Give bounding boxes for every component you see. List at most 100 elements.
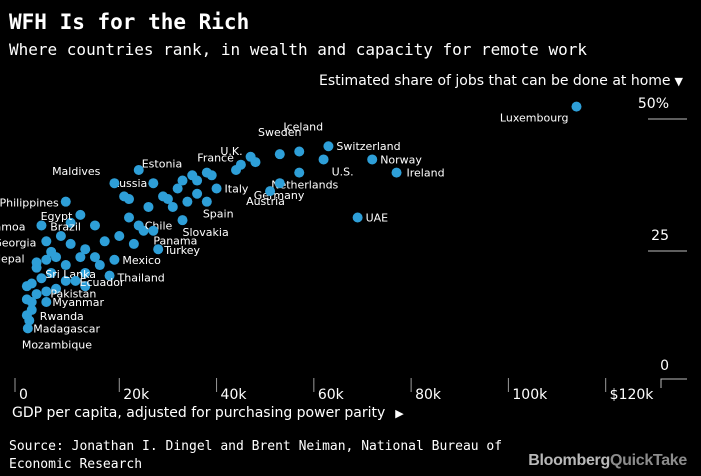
x-axis-label: GDP per capita, adjusted for purchasing … [12, 405, 404, 421]
point-label: Iceland [283, 121, 323, 134]
point-label: Sri Lanka [45, 268, 96, 281]
point-label: UAE [366, 212, 389, 225]
y-axis-label-text: Estimated share of jobs that can be done… [319, 73, 671, 89]
point-label: Austria [246, 195, 285, 208]
point-label: U.K. [220, 145, 242, 158]
data-point-germany [274, 178, 285, 189]
data-point-turkey [153, 244, 164, 255]
data-point-france [235, 159, 246, 170]
data-point-georgia [41, 236, 52, 247]
data-point-estonia [187, 170, 198, 181]
point-label: Slovakia [183, 226, 229, 239]
y-axis-zero-line [660, 378, 687, 388]
data-point-mozambique [22, 323, 33, 334]
data-point-sri-lanka [80, 267, 91, 278]
point-label: Georgia [0, 236, 36, 249]
data-point [133, 165, 144, 175]
point-label: Egypt [41, 210, 73, 223]
point-label: Turkey [163, 244, 200, 257]
data-point-mexico [109, 254, 120, 265]
data-point-brazil [89, 220, 100, 231]
point-label: Estonia [142, 157, 183, 170]
point-label: Spain [203, 208, 234, 221]
data-point-pakistan [41, 286, 52, 297]
point-label: Samoa [0, 220, 25, 233]
data-point [89, 252, 100, 263]
x-tick-label: 20k [123, 387, 150, 403]
data-point-rwanda [26, 304, 37, 315]
point-label: France [197, 152, 234, 165]
data-point-samoa [36, 220, 47, 231]
point-label: Italy [225, 182, 249, 195]
x-tick-label: $120k [610, 387, 655, 403]
point-label: Switzerland [336, 140, 400, 153]
point-label: Thailand [117, 272, 165, 285]
triangle-down-icon: ▼ [674, 75, 683, 88]
data-point [182, 196, 193, 207]
data-point [46, 267, 57, 278]
point-label: Russia [112, 177, 147, 190]
data-point [21, 281, 32, 292]
data-point-iceland [294, 146, 305, 157]
data-point-slovakia [177, 215, 188, 226]
point-label: Luxembourg [500, 112, 569, 125]
point-label: Myanmar [52, 296, 104, 309]
point-label: Philippines [0, 197, 59, 210]
source-note: Source: Jonathan I. Dingel and Brent Nei… [9, 439, 503, 472]
data-point-philippines [60, 196, 71, 207]
data-point-madagascar [24, 315, 35, 326]
x-tick-label: 80k [415, 387, 442, 403]
data-point [128, 238, 139, 249]
point-label: Nepal [0, 252, 25, 265]
triangle-right-icon: ▶ [395, 407, 404, 420]
data-point-myanmar [41, 297, 52, 307]
data-point [172, 183, 183, 194]
y-tick-label: 0 [660, 358, 669, 374]
data-point-ecuador [70, 275, 81, 286]
x-axis-label-text: GDP per capita, adjusted for purchasing … [12, 405, 386, 421]
data-point [177, 175, 188, 186]
data-point [119, 191, 130, 202]
data-point [46, 246, 57, 257]
data-point-u-s- [318, 154, 329, 165]
y-tick-label: 50% [638, 96, 669, 112]
data-point [55, 231, 66, 241]
x-tick-label: 0 [19, 387, 28, 403]
brand-primary: Bloomberg [528, 452, 610, 469]
point-label: Pakistan [50, 287, 96, 300]
point-label: Madagascar [33, 322, 100, 335]
chart-title: WFH Is for the Rich [9, 10, 250, 34]
point-label: Ireland [407, 167, 445, 180]
point-label: Ecuador [80, 276, 125, 289]
data-point [51, 283, 62, 294]
data-point-sweden [274, 149, 285, 160]
data-point [41, 254, 52, 265]
data-point-spain [201, 196, 212, 207]
point-label: Mozambique [22, 338, 92, 351]
data-point-norway [367, 154, 378, 165]
point-label: U.S. [332, 165, 354, 178]
y-axis-label: Estimated share of jobs that can be done… [319, 73, 683, 89]
data-point [36, 273, 47, 284]
chart-subtitle: Where countries rank, in wealth and capa… [9, 40, 587, 59]
point-label: Panama [153, 235, 197, 248]
data-point [80, 281, 91, 292]
data-point-austria [265, 186, 276, 197]
point-label: Mexico [122, 254, 161, 267]
point-label: Rwanda [40, 310, 84, 323]
data-point [65, 238, 76, 249]
data-point [94, 260, 105, 271]
data-point-nepal [31, 257, 42, 268]
data-point-netherlands [294, 167, 305, 178]
data-point-panama [148, 225, 159, 236]
data-point [192, 188, 203, 199]
data-point [75, 252, 86, 263]
point-label: Maldives [52, 165, 101, 178]
data-point-russia [148, 178, 159, 189]
data-point-maldives [109, 178, 120, 189]
point-label: Brazil [50, 220, 81, 233]
data-point-egypt [75, 209, 86, 220]
point-label: Sweden [258, 126, 301, 139]
brand-logo: BloombergQuickTake [528, 452, 687, 470]
